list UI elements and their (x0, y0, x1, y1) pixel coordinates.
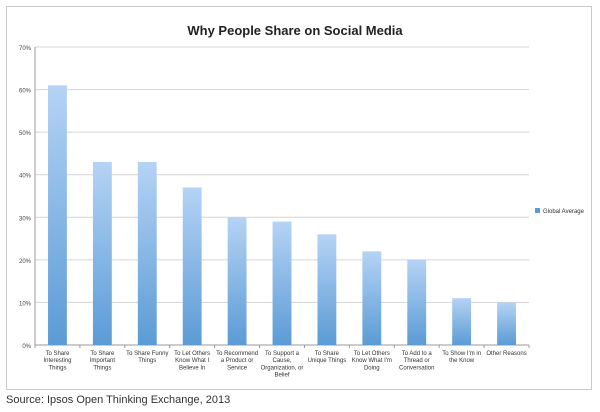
legend-label: Global Average (543, 209, 585, 215)
bar (362, 251, 382, 345)
y-axis-ticks: 0% 10% 20% 30% 40% 50% 60% 70% (19, 46, 32, 350)
x-tick-label: To Show I'm in the Know (442, 351, 481, 364)
source-note: Source: Ipsos Open Thinking Exchange, 20… (6, 394, 231, 406)
bar (92, 161, 112, 345)
y-tick-label: 50% (19, 131, 32, 137)
x-tick-label: To Share Interesting Things (43, 351, 71, 371)
bar-chart: Why People Share on Social Media 0% 10% 20… (19, 23, 585, 379)
y-tick-label: 30% (19, 216, 32, 222)
bar (497, 302, 516, 345)
y-tick-label: 70% (19, 46, 32, 52)
grid-lines (34, 46, 530, 348)
bar (137, 161, 157, 345)
x-tick-label: To Let Others Know What I Believe In (174, 351, 210, 371)
x-axis-labels: To Share Interesting Things To Share Importa… (43, 351, 526, 379)
chart-frame: Why People Share on Social Media 0% 10% 20… (6, 6, 592, 390)
bar (182, 187, 202, 345)
x-tick-label: To Add to a Thread or Conversation (399, 351, 434, 371)
x-tick-label: To Recommend a Product or Service (216, 351, 258, 371)
bar (317, 234, 337, 345)
x-tick-label: Other Reasons (486, 351, 526, 357)
x-tick-label: To Support a Cause, Organization, or Belief (261, 351, 304, 379)
bar (48, 85, 67, 346)
bar (452, 298, 472, 345)
bar (272, 221, 292, 345)
legend-swatch (535, 208, 540, 213)
bars (48, 85, 516, 346)
y-tick-label: 0% (22, 344, 31, 350)
bar (227, 217, 247, 345)
legend: Global Average (535, 208, 585, 215)
x-tick-label: To Share Unique Things (308, 351, 347, 364)
x-tick-label: To Let Others Know What I'm Doing (352, 351, 392, 371)
y-tick-label: 20% (19, 259, 32, 265)
y-tick-label: 60% (19, 89, 32, 95)
x-tick-label: To Share Important Things (90, 351, 116, 371)
x-tick-label: To Share Funny Things (126, 351, 168, 364)
y-tick-label: 40% (19, 174, 32, 180)
y-tick-label: 10% (19, 301, 32, 307)
chart-title: Why People Share on Social Media (187, 23, 403, 38)
bar (407, 259, 427, 345)
